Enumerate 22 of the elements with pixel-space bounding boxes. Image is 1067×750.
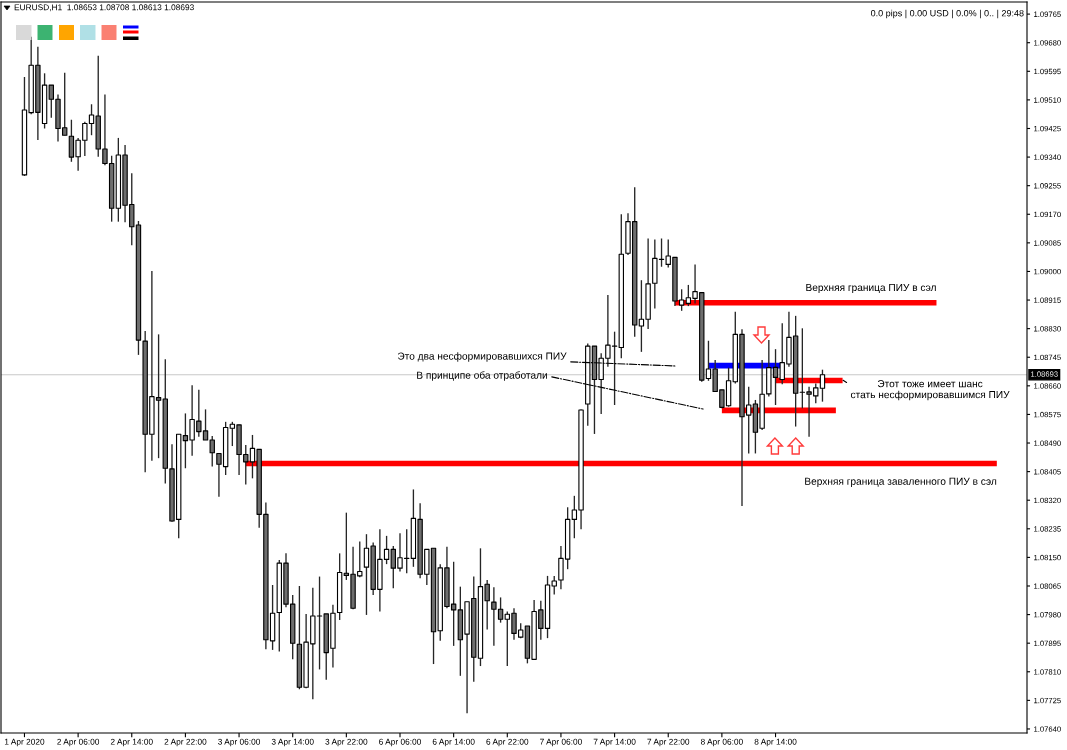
x-tick-label: 7 Apr 06:00: [540, 738, 582, 747]
annotation: В принципе оба отработали: [417, 371, 547, 381]
x-tick-label: 3 Apr 06:00: [218, 738, 261, 747]
series-label: Верхняя граница заваленного ПИУ в сэл: [805, 477, 997, 487]
x-tick-label: 2 Apr 22:00: [164, 738, 207, 747]
x-tick-label: 6 Apr 14:00: [432, 738, 475, 747]
annotation: 0.0 pips | 0.00 USD | 0.0% | 0.. | 29:48: [870, 9, 1024, 19]
x-tick-label: 6 Apr 22:00: [486, 738, 529, 747]
x-tick-label: 8 Apr 06:00: [700, 738, 743, 747]
x-tick-label: 8 Apr 14:00: [754, 738, 797, 747]
x-tick-label: 7 Apr 14:00: [593, 738, 636, 747]
x-tick-label: 2 Apr 14:00: [110, 738, 153, 747]
series-label: Верхняя граница ПИУ в сэл: [806, 283, 936, 294]
chart-title: EURUSD,H1 1.08653 1.08708 1.08613 1.08693: [14, 4, 194, 12]
x-tick-label: 3 Apr 14:00: [271, 738, 314, 747]
x-tick-label: 6 Apr 06:00: [379, 738, 421, 747]
annotation: Этот тоже имеет шанс стать несформировавшимся ПИУ: [850, 380, 1010, 401]
x-tick-label: 3 Apr 22:00: [325, 738, 368, 747]
x-tick-label: 1 Apr 2020: [4, 738, 45, 747]
x-tick-label: 2 Apr 06:00: [57, 738, 100, 747]
annotation: Это два несформировавшихся ПИУ: [397, 352, 567, 362]
x-tick-label: 7 Apr 22:00: [647, 738, 690, 747]
